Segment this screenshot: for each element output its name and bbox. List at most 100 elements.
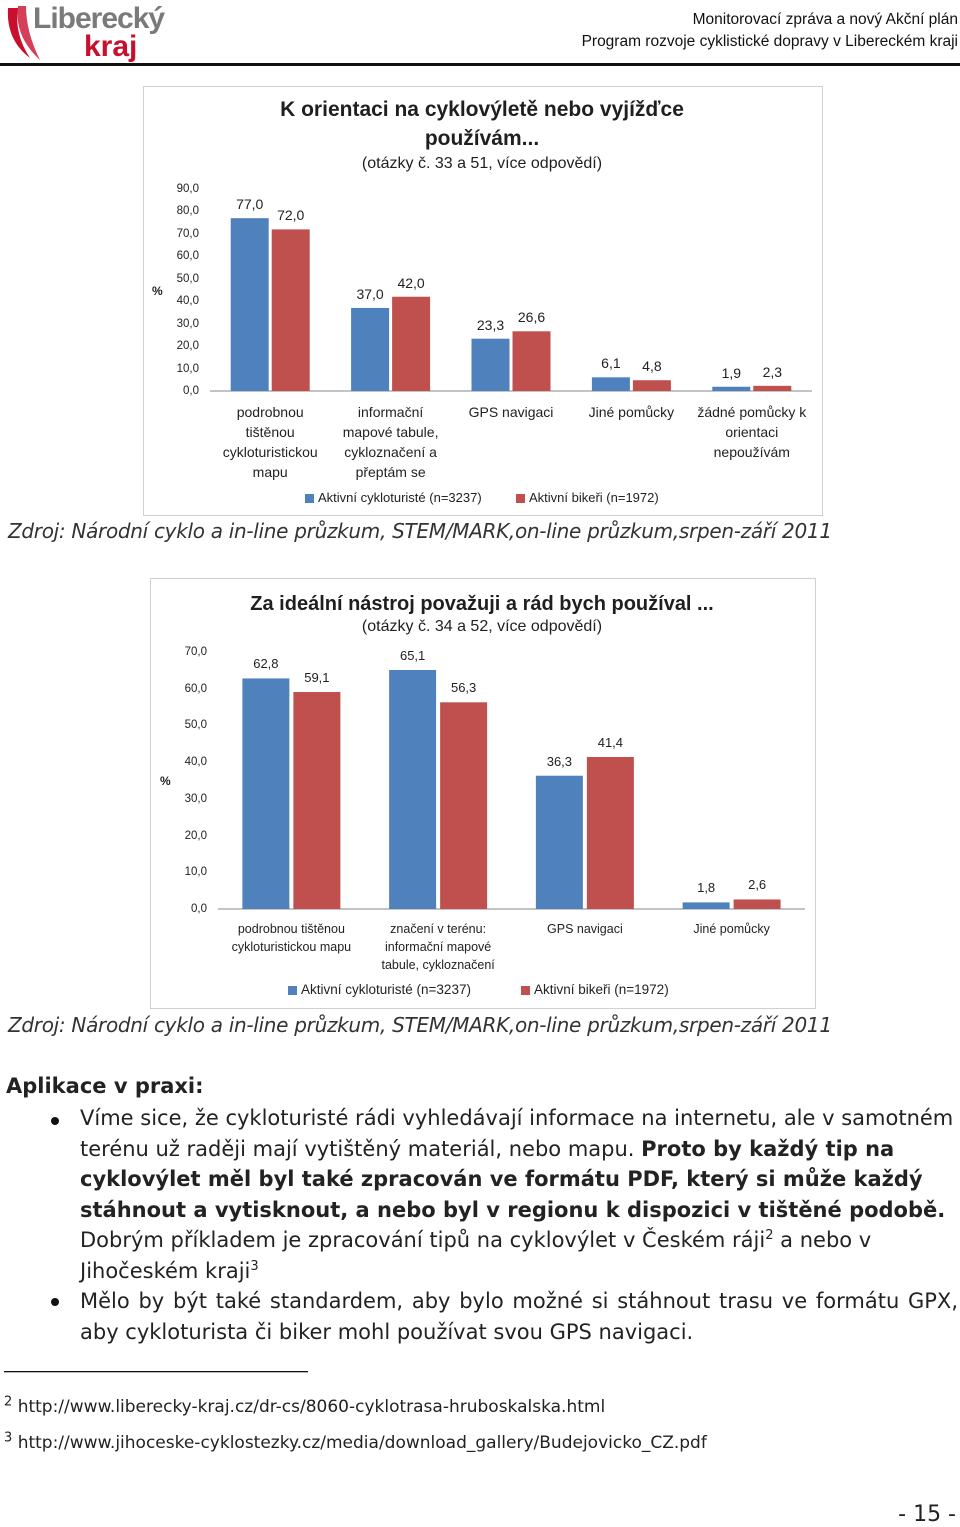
- footnote-mark: 2: [4, 1394, 13, 1410]
- footnote-ref: 2: [765, 1228, 774, 1243]
- footnote: 3 http://www.jihoceske-cyklostezky.cz/me…: [4, 1430, 707, 1453]
- bar: [591, 377, 630, 391]
- bar: [753, 385, 792, 391]
- y-tick-label: 20,0: [176, 340, 199, 353]
- header-line: Program rozvoje cyklistické dopravy v Li…: [581, 33, 958, 50]
- footnote: 2 http://www.liberecky-kraj.cz/dr-cs/806…: [4, 1394, 606, 1417]
- footnote-ref: 3: [250, 1258, 259, 1274]
- x-tick-label: značení v terénu: informační mapové tabu…: [381, 922, 495, 972]
- bar: [351, 307, 390, 391]
- bar: [512, 331, 551, 391]
- footnote-mark: 3: [4, 1430, 13, 1446]
- logo-swoosh: [17, 6, 40, 60]
- value-label: 1,8: [697, 880, 716, 896]
- value-label: 72,0: [277, 207, 305, 224]
- value-label: 41,4: [597, 735, 624, 750]
- value-label: 2,3: [762, 363, 783, 380]
- legend-swatch: [305, 494, 314, 503]
- text: Dobrým příkladem je zpracování tipů na c…: [80, 1228, 766, 1252]
- y-tick-label: 80,0: [176, 205, 199, 218]
- bar: [230, 218, 269, 391]
- y-tick-label: 10,0: [184, 866, 207, 879]
- legend-label: Aktivní cykloturisté (n=3237): [318, 490, 482, 505]
- logo-swoosh: [7, 8, 31, 58]
- value-label: 77,0: [236, 196, 264, 213]
- chart-title: K orientaci na cyklovýletě nebo vyjížďce…: [280, 98, 684, 150]
- value-label: 59,1: [304, 670, 330, 686]
- bar: [242, 678, 290, 909]
- legend-label: Aktivní bikeři (n=1972): [534, 982, 669, 997]
- footnote-rule: [4, 1371, 308, 1373]
- y-tick-label: 40,0: [184, 756, 207, 769]
- y-tick-label: 30,0: [184, 792, 207, 805]
- legend-swatch: [516, 494, 525, 503]
- x-tick-label: informační mapové tabule, cykloznačení a…: [342, 404, 439, 480]
- value-label: 23,3: [476, 316, 505, 333]
- value-label: 1,9: [721, 364, 742, 381]
- legend-label: Aktivní bikeři (n=1972): [529, 490, 659, 505]
- y-tick-label: 40,0: [176, 295, 199, 308]
- footnote-text: http://www.jihoceske-cyklostezky.cz/medi…: [17, 1433, 707, 1453]
- footnote-text: http://www.liberecky-kraj.cz/dr-cs/8060-…: [17, 1397, 606, 1417]
- bar: [440, 702, 488, 909]
- x-tick-label: Jiné pomůcky: [693, 922, 770, 936]
- y-tick-label: 60,0: [176, 250, 199, 263]
- source: Zdroj: Národní cyklo a in-line průzkum, …: [8, 1013, 832, 1037]
- bar: [293, 692, 341, 909]
- bar: [682, 902, 730, 909]
- chart-title: Za ideální nástroj považuji a rád bych p…: [250, 593, 714, 615]
- x-tick-label: Jiné pomůcky: [588, 404, 675, 420]
- legend-swatch: [288, 986, 297, 995]
- page-number: - 15 -: [898, 1502, 956, 1527]
- bullet-text: Mělo by být také standardem, aby bylo mo…: [80, 1286, 958, 1347]
- bar: [712, 386, 751, 391]
- y-tick-label: 0,0: [183, 385, 199, 397]
- bullet: [51, 1298, 59, 1306]
- value-label: 6,1: [601, 355, 621, 372]
- chart-subtitle: (otázky č. 34 a 52, více odpovědí): [361, 618, 603, 635]
- x-tick-label: podrobnou tištěnou cykloturistickou mapu: [222, 404, 318, 480]
- value-label: 62,8: [253, 656, 279, 672]
- bar: [535, 775, 583, 909]
- bar: [586, 757, 634, 909]
- section-heading: Aplikace v praxi:: [6, 1074, 204, 1098]
- bar: [392, 296, 431, 391]
- bar: [733, 899, 781, 909]
- header-line: Monitorovací zpráva a nový Akční plán: [692, 11, 958, 28]
- value-label: 56,3: [450, 680, 477, 696]
- text: Mělo by být také standardem, aby bylo mo…: [80, 1289, 958, 1344]
- value-label: 37,0: [356, 285, 384, 302]
- value-label: 4,8: [642, 358, 662, 375]
- value-label: 26,6: [517, 309, 546, 326]
- bar: [389, 669, 437, 909]
- x-tick-label: GPS navigaci: [547, 922, 623, 936]
- y-tick-label: 60,0: [184, 682, 207, 695]
- value-label: 2,6: [748, 877, 767, 893]
- x-tick-label: podrobnou tištěnou cykloturistickou mapu: [231, 922, 352, 954]
- x-tick-label: GPS navigaci: [468, 404, 554, 420]
- bar: [632, 380, 671, 391]
- y-tick-label: 70,0: [184, 646, 207, 658]
- chart-subtitle: (otázky č. 33 a 51, více odpovědí): [361, 155, 603, 172]
- y-axis-label: %: [152, 284, 163, 298]
- y-tick-label: 90,0: [176, 183, 199, 195]
- value-label: 65,1: [399, 647, 426, 663]
- y-tick-label: 50,0: [184, 719, 207, 732]
- text: Víme sice, že cykloturisté rádi vyhledáv…: [80, 1106, 954, 1161]
- value-label: 42,0: [397, 274, 425, 291]
- x-tick-label: žádné pomůcky k orientaci nepoužívám: [697, 404, 807, 460]
- bold-text: Proto by každý tip na cyklovýlet měl byl…: [80, 1136, 946, 1222]
- y-tick-label: 30,0: [176, 317, 199, 330]
- text: a nebo v Jihočeském kraji: [80, 1228, 872, 1283]
- source: Zdroj: Národní cyklo a in-line průzkum, …: [8, 519, 832, 543]
- y-axis-label: %: [160, 774, 171, 788]
- y-tick-label: 20,0: [184, 829, 207, 842]
- value-label: 36,3: [546, 753, 573, 769]
- logo-text: Liberecký: [33, 2, 165, 35]
- bar: [271, 229, 310, 391]
- y-tick-label: 50,0: [176, 272, 199, 285]
- legend-swatch: [521, 986, 530, 995]
- y-tick-label: 70,0: [176, 227, 199, 240]
